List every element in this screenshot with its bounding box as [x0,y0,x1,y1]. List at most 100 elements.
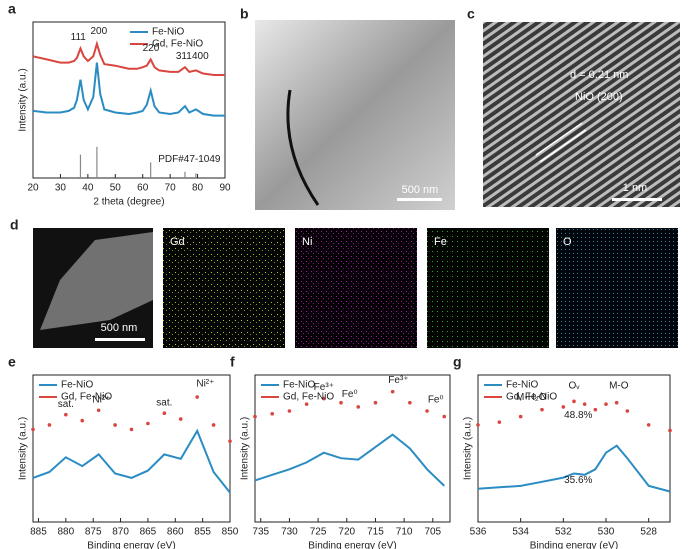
data-point [304,402,309,406]
annotation: sat. [156,398,172,409]
annotation: Fe⁰ [428,395,444,406]
x-tick-label: 725 [310,527,327,538]
map-label: Fe [434,236,447,248]
data-point [162,411,167,416]
x-tick-label: 705 [424,527,441,538]
x-axis-label: Binding energy (eV) [530,541,618,549]
x-tick-label: 534 [512,527,529,538]
legend-label: Gd, Fe-NiO [61,392,112,403]
annotation: sat. [58,399,74,410]
panel-label: c [467,6,475,22]
annotation: 35.6% [564,475,592,486]
x-tick-label: 530 [598,527,615,538]
annotation: Fe³⁺ [388,375,408,386]
data-point [178,417,183,421]
x-tick-label: 885 [30,527,47,538]
x-tick-label: 715 [367,527,384,538]
x-tick-label: 870 [112,527,129,538]
panel-label: d [10,217,19,233]
plot-frame [254,374,451,523]
hrtem-image [483,22,680,207]
legend-label: Fe-NiO [61,380,93,391]
map-image [163,228,285,348]
data-point [270,412,275,416]
data-point [572,399,576,404]
data-point [322,396,326,401]
data-point [497,420,502,424]
scale-label: 500 nm [402,184,439,196]
data-point [253,414,257,419]
data-line [32,62,225,117]
legend-label: Gd, Fe-NiO [152,39,203,50]
data-point [96,408,101,413]
annotation: Ni²⁺ [196,378,214,389]
lattice-plane: NiO (200) [575,91,623,103]
scale-label: 500 nm [101,322,138,334]
x-tick-label: 60 [137,183,149,194]
x-tick-label: 50 [110,183,122,194]
data-point [373,400,378,405]
x-axis-label: Binding energy (eV) [87,541,175,549]
plot-frame [32,374,231,523]
data-point [390,389,395,394]
map-image [556,228,678,348]
annotation: PDF#47-1049 [158,154,221,165]
scale-label: 1 nm [623,182,647,194]
y-axis-label: Intensity (a.u.) [18,68,29,131]
map-label: Gd [170,236,185,248]
data-line [254,433,445,487]
x-tick-label: 865 [140,527,157,538]
data-point [356,405,361,409]
annotation: M-H₂O [516,392,547,403]
x-axis-label: Binding energy (eV) [308,541,396,549]
x-tick-label: 875 [85,527,102,538]
x-tick-label: 70 [165,183,177,194]
data-line [477,444,671,493]
annotation: 200 [90,26,107,37]
annotation: Fe³⁺ [314,382,334,393]
legend-label: Fe-NiO [506,380,538,391]
data-point [604,402,608,406]
data-point [195,395,199,399]
data-point [339,400,343,405]
data-point [47,423,52,427]
panel-label: g [453,354,462,370]
data-point [408,400,412,405]
data-point [518,414,523,419]
y-axis-label: Intensity (a.u.) [18,417,29,480]
data-line [32,428,231,494]
x-axis-label: 2 theta (degree) [93,197,164,208]
annotation: 311 [176,51,192,62]
data-point [146,421,150,426]
x-tick-label: 536 [470,527,487,538]
x-tick-label: 528 [640,527,657,538]
x-tick-label: 40 [82,183,94,194]
data-point [113,423,117,427]
annotation: 400 [192,51,209,62]
data-point [425,409,429,413]
data-point [129,427,134,432]
map-label: O [563,236,572,248]
map-image [295,228,417,348]
legend-label: Fe-NiO [283,380,315,391]
sheet [40,232,153,330]
x-tick-label: 850 [222,527,239,538]
data-point [582,402,587,406]
legend-label: Fe-NiO [152,27,184,38]
scale-bar [95,338,145,341]
data-line [32,40,225,76]
annotation: Ni²⁺ [92,395,110,406]
data-point [668,428,672,433]
annotation: M-O [609,381,629,392]
data-point [64,412,68,417]
data-point [31,427,35,432]
data-point [211,423,216,427]
x-tick-label: 730 [281,527,298,538]
x-tick-label: 735 [252,527,269,538]
data-point [614,400,619,405]
x-tick-label: 80 [192,183,204,194]
plot-frame [32,21,226,179]
annotation: 111 [71,32,87,43]
data-point [540,407,544,412]
